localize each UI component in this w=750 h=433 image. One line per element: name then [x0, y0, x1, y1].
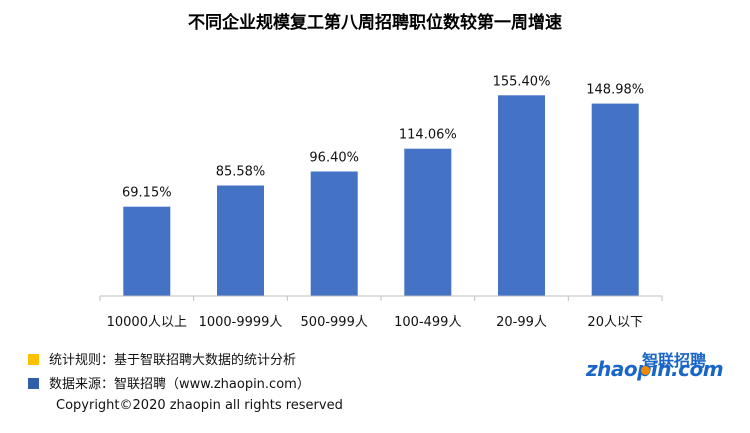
category-label: 100-499人: [394, 315, 461, 330]
rule-text: 统计规则：基于智联招聘大数据的统计分析: [49, 353, 297, 368]
zhaopin-logo-icon: 智联招聘 zhaopin.com: [578, 347, 728, 381]
chart-title: 不同企业规模复工第八周招聘职位数较第一周增速: [188, 13, 562, 33]
category-label: 20-99人: [496, 315, 547, 330]
bar: [217, 185, 264, 296]
bar: [498, 95, 545, 296]
logo-dot-icon: [641, 366, 650, 375]
logo-cn-text: 智联招聘: [641, 351, 706, 370]
data-label: 148.98%: [586, 83, 644, 98]
rule-note: 统计规则：基于智联招聘大数据的统计分析: [28, 349, 296, 368]
data-label: 155.40%: [493, 74, 551, 89]
category-label: 10000人以上: [107, 315, 187, 330]
source-text: 数据来源：智联招聘（www.zhaopin.com）: [49, 377, 310, 392]
copyright-text: Copyright©2020 zhaopin all rights reserv…: [56, 398, 343, 413]
bar: [123, 206, 171, 296]
bar: [404, 148, 452, 296]
category-label: 1000-9999人: [199, 315, 283, 330]
data-label: 69.15%: [122, 186, 172, 201]
bar-chart: 69.15%85.58%96.40%114.06%155.40%148.98% …: [99, 74, 663, 330]
data-label: 114.06%: [399, 128, 457, 143]
source-note: 数据来源：智联招聘（www.zhaopin.com）: [28, 373, 310, 392]
category-label: 20人以下: [587, 315, 643, 330]
category-label: 500-999人: [301, 315, 368, 330]
bar: [591, 103, 639, 296]
rule-legend-marker: [28, 354, 39, 365]
bar: [310, 171, 358, 296]
source-legend-marker: [28, 378, 39, 389]
logo-en-text: zhaopin.com: [586, 357, 724, 381]
data-label: 96.40%: [309, 151, 359, 166]
data-label: 85.58%: [216, 165, 266, 180]
